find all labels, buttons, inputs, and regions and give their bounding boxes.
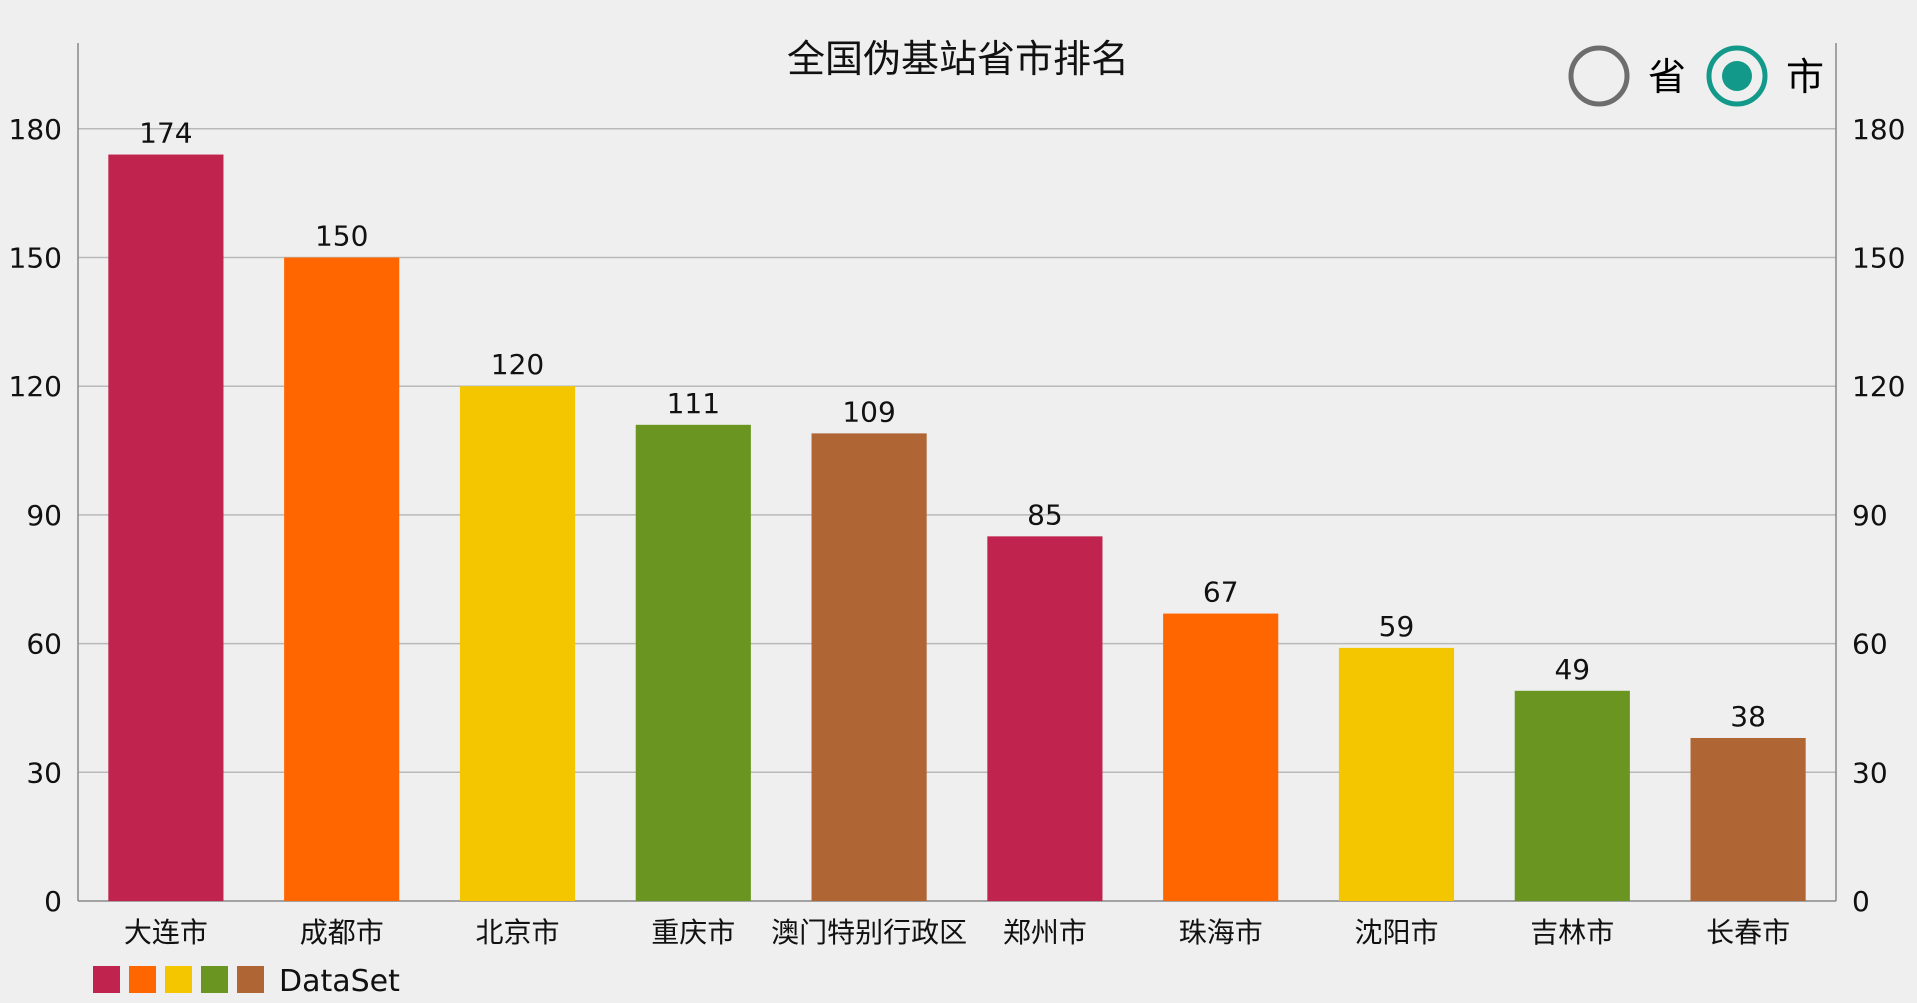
bar-value-label: 38 [1730,700,1766,733]
bar-value-label: 111 [667,387,720,420]
y-tick-label-left: 120 [9,370,62,403]
x-tick-label: 澳门特别行政区 [771,916,967,949]
radio-province[interactable]: 省 [1568,45,1686,107]
bar[interactable] [459,386,576,901]
legend-swatch [129,966,156,993]
bar[interactable] [987,536,1103,901]
y-tick-label-right: 180 [1852,113,1905,146]
bars-layer [108,154,1806,902]
legend-swatch [201,966,228,993]
x-tick-label: 沈阳市 [1354,916,1438,949]
y-tick-label-left: 180 [9,113,62,146]
radio-province-label: 省 [1648,55,1686,99]
bar[interactable] [108,154,224,902]
bar[interactable] [1338,647,1455,901]
y-tick-label-right: 0 [1852,885,1870,918]
legend: DataSet [93,964,400,999]
x-tick-label: 长春市 [1706,916,1790,949]
radio-city-label: 市 [1786,55,1824,99]
y-tick-label-right: 120 [1852,370,1905,403]
bar-value-label: 67 [1203,576,1239,609]
radio-city[interactable]: 市 [1706,45,1824,107]
bar-value-label: 120 [491,348,544,381]
bar-value-label: 49 [1554,653,1590,686]
y-tick-label-right: 90 [1852,499,1888,532]
x-tick-label: 重庆市 [651,916,735,949]
radio-city-dot [1722,61,1752,91]
bar[interactable] [1163,613,1279,901]
y-tick-label-left: 150 [9,242,62,275]
y-tick-label-left: 90 [26,499,62,532]
labels-layer: 0 0 30 30 60 60 90 90 120 120 150 150 180 180 174 大连市 15… [9,113,1906,949]
bar-value-label: 150 [315,220,368,253]
x-tick-label: 大连市 [124,916,208,949]
x-tick-label: 成都市 [300,916,384,949]
y-tick-label-left: 60 [26,628,62,661]
radio-province-icon [1568,45,1630,107]
y-tick-label-right: 30 [1852,756,1888,789]
legend-swatch [93,966,120,993]
bar[interactable] [1690,737,1806,901]
x-tick-label: 珠海市 [1179,916,1263,949]
bar[interactable] [811,433,927,901]
bar-value-label: 174 [139,117,192,150]
scope-toggle: 省 市 [1568,45,1824,107]
y-tick-label-left: 0 [44,885,62,918]
legend-label: DataSet [279,964,400,999]
bar[interactable] [635,424,751,901]
legend-swatch [165,966,192,993]
bar[interactable] [284,257,400,902]
x-tick-label: 吉林市 [1530,916,1614,949]
y-tick-label-right: 150 [1852,242,1905,275]
radio-city-icon [1706,45,1768,107]
chart-title: 全国伪基站省市排名 [787,37,1129,81]
y-tick-label-right: 60 [1852,628,1888,661]
y-tick-label-left: 30 [26,756,62,789]
bar-value-label: 59 [1379,610,1415,643]
bar-value-label: 109 [842,395,895,428]
x-tick-label: 北京市 [475,916,559,949]
bar-value-label: 85 [1027,498,1063,531]
bar[interactable] [1514,690,1630,901]
legend-swatch [237,966,264,993]
x-tick-label: 郑州市 [1003,916,1087,949]
